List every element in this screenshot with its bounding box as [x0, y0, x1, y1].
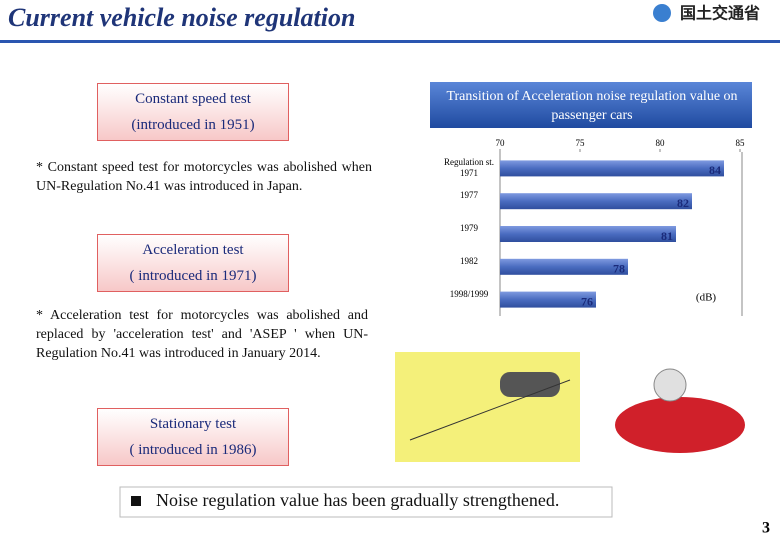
x-tick-label: 80: [656, 138, 666, 148]
data-label: 84: [709, 163, 721, 177]
test-box: Acceleration test ( introduced in 1971): [97, 234, 289, 292]
logo-text: 国土交通省: [680, 4, 760, 23]
diagram-line: [409, 379, 571, 441]
box-subheading: ( introduced in 1986): [129, 442, 257, 458]
y-tick-label: 1998/1999: [449, 288, 489, 299]
car-image: [500, 372, 560, 397]
data-label: 78: [613, 262, 625, 276]
note: * Constant speed test for motorcycles wa…: [36, 160, 372, 194]
bar: [500, 160, 724, 177]
data-label: 82: [677, 196, 689, 210]
test-box: Constant speed test (introduced in 1951): [97, 83, 289, 141]
slide-title: Current vehicle noise regulation: [8, 3, 355, 32]
box-heading: Acceleration test: [142, 242, 244, 258]
chart-header: [430, 82, 752, 128]
data-label: 76: [581, 294, 593, 308]
bullet-text: Noise regulation value has been graduall…: [156, 490, 559, 510]
bar: [500, 193, 692, 210]
test-box: Stationary test ( introduced in 1986): [97, 408, 289, 466]
y-tick-label: Regulation st. 1971: [444, 157, 494, 179]
title-rule: [0, 40, 780, 43]
page-number: 3: [762, 520, 770, 537]
box-subheading: (introduced in 1951): [131, 117, 255, 133]
x-tick-label: 75: [576, 138, 586, 148]
box-heading: Stationary test: [149, 416, 237, 432]
helmet: [653, 368, 687, 402]
x-tick-label: 70: [496, 138, 506, 148]
bullet-box: [119, 486, 613, 518]
diagram-image: [395, 352, 580, 462]
note: * Acceleration test for motorcycles was …: [36, 308, 368, 361]
logo-icon: [653, 4, 671, 22]
data-label: 81: [661, 229, 673, 243]
bar: [500, 258, 628, 275]
y-tick-label: 1982: [460, 255, 478, 266]
unit-label: (dB): [696, 292, 717, 304]
motorcycle-body: [615, 397, 745, 453]
y-tick-label: 1979: [460, 223, 478, 233]
bar: [500, 226, 676, 242]
bullet-marker: [131, 496, 141, 506]
y-tick-label: 1977: [460, 190, 478, 201]
x-tick-label: 85: [736, 138, 746, 148]
bar: [500, 291, 596, 308]
box-heading: Constant speed test: [135, 91, 251, 107]
chart-title: Transition of Acceleration noise regulat…: [446, 89, 738, 123]
box-subheading: ( introduced in 1971): [129, 268, 257, 284]
